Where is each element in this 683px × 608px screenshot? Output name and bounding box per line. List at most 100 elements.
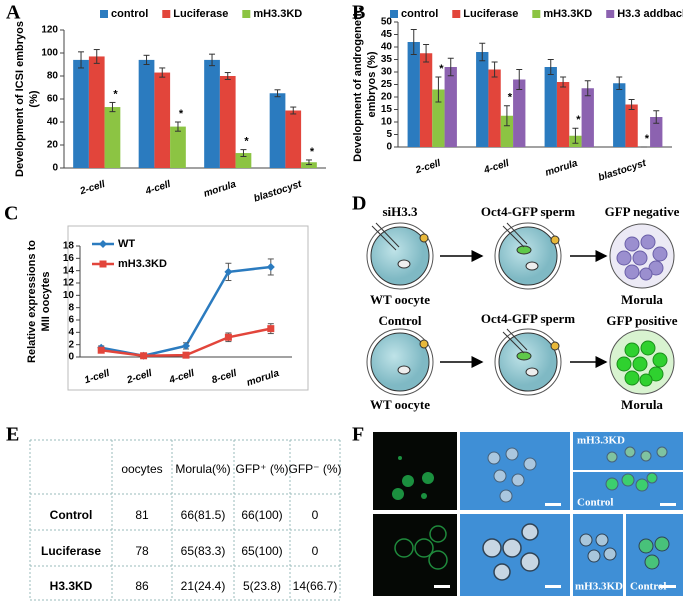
embryos [482,523,540,581]
diagram-label: WT oocyte [370,397,430,412]
significance: * [508,92,513,104]
bar [488,69,501,147]
bar [219,76,236,168]
panel-letter: A [6,2,21,24]
error-bar [491,61,498,78]
y-tick-label: 14 [63,265,75,276]
nucleus [525,367,539,377]
bar [444,67,457,147]
micrograph [373,432,457,510]
scale-bar [434,585,450,588]
scale-bar [660,585,676,588]
table: oocytes Morula(%) GFP⁺ (%) GFP⁻ (%) Control 8… [29,439,342,601]
bar [613,83,626,147]
error-bar [109,101,116,113]
x-tick-label: morula [245,368,281,389]
nucleus [397,365,411,375]
table-cell: 78 [135,544,149,558]
micrograph-label: mH3.3KD [577,435,625,447]
x-tick-label: 2-cell [413,158,442,177]
y-tick-label: 50 [381,17,393,28]
table-cell: 65(83.3) [181,544,226,558]
table-cell: Morula(%) [175,462,230,476]
y-tick-label: 100 [41,48,58,59]
error-bar [423,44,430,63]
error-bar [435,76,442,103]
bar [581,88,594,147]
bar [73,59,89,168]
table-cell: 66(81.5) [181,508,226,522]
x-tick-label: blastocyst [253,179,304,205]
blastomeres [616,340,668,387]
oocyte [498,332,558,392]
y-axis-label: Development of ICSI embryos [14,21,26,177]
significance: * [244,136,249,148]
x-tick-label: 1-cell [83,368,111,386]
point [224,267,233,276]
point [140,352,148,360]
bar [154,72,171,168]
y-tick-label: 45 [381,29,393,40]
needle [506,222,528,245]
legend-swatch [606,10,615,18]
y-tick-label: 18 [63,241,75,252]
x-tick-label: 4-cell [482,158,511,177]
bar [556,82,570,147]
significance: * [576,114,581,126]
y-axis-label: Development of androgenetic [352,7,364,162]
error-bar [410,29,417,55]
point [266,262,275,271]
y-tick-label: 6 [68,315,74,326]
gfp-embryos [392,456,434,500]
micrograph [460,432,570,510]
y-tick-label: 40 [47,117,59,128]
y-tick-label: 80 [47,71,59,82]
oocyte [370,226,430,286]
needle [506,328,528,351]
error-bar [143,54,150,65]
bar [301,162,317,168]
table-cell: 21(24.4) [181,579,226,593]
error-bar [240,149,247,157]
panel-letter: E [6,424,19,446]
bar [500,115,514,147]
micrograph-label: mH3.3KD [575,581,623,593]
y-tick-label: 20 [381,92,393,103]
error-bar [547,59,554,75]
y-tick-label: 60 [47,94,59,105]
embryos [638,536,670,570]
table-cell: Control [50,508,93,522]
y-tick-label: 0 [68,352,74,363]
micrographs: mH3.3KD Control mH3.3KD Control [373,432,683,596]
error-bar [290,106,297,115]
embryos [605,472,658,492]
blastomeres [616,234,668,281]
nucleus [397,259,411,269]
error-bar [305,159,312,166]
micrograph-label: Control [630,581,666,593]
bar [204,59,220,168]
legend-label: Luciferase [173,8,228,20]
diagram-label: Control [378,313,421,328]
needle [502,225,525,248]
y-axis-label: embryos (%) [366,51,378,117]
error-bar [503,105,510,127]
legend-swatch [390,10,398,18]
bar [138,59,155,168]
error-bar [516,69,523,90]
legend-swatch [242,10,251,18]
x-tick-label: 2-cell [125,368,154,387]
x-tick-label: 4-cell [167,368,196,387]
table-cell: H3.3KD [50,579,93,593]
y-tick-label: 25 [381,79,393,90]
legend-label: WT [118,238,135,250]
error-bar [159,67,166,78]
bar [625,104,638,147]
significance: * [113,88,118,100]
bar [235,153,252,168]
legend-label: mH3.3KD [253,8,302,20]
legend-swatch [452,10,461,18]
diagram-label: Morula [621,292,663,307]
polar-body [550,341,560,351]
